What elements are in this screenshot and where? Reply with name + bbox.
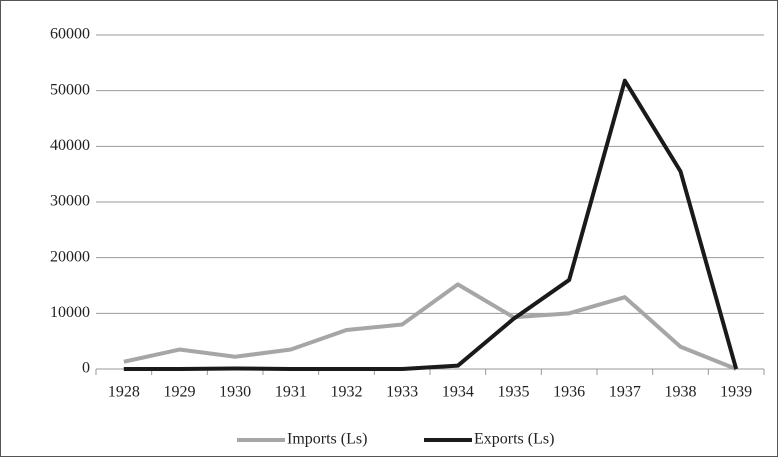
x-tick-label: 1937 (609, 384, 641, 401)
legend-label: Imports (Ls) (287, 431, 367, 448)
y-tick-label: 20000 (50, 248, 90, 265)
x-tick-label: 1934 (442, 384, 474, 401)
x-tick-label: 1932 (331, 384, 363, 401)
x-tick-label: 1938 (665, 384, 697, 401)
y-tick-label: 0 (82, 360, 90, 377)
y-tick-label: 60000 (50, 26, 90, 43)
series-line (123, 282, 737, 371)
y-tick-label: 50000 (50, 81, 90, 98)
y-tick-label: 30000 (50, 193, 90, 210)
y-tick-label: 10000 (50, 304, 90, 321)
x-tick-label: 1931 (275, 384, 307, 401)
x-tick-label: 1928 (108, 384, 140, 401)
legend-label: Exports (Ls) (474, 431, 554, 448)
x-tick-label: 1939 (720, 384, 752, 401)
y-tick-label: 40000 (50, 137, 90, 154)
x-tick-label: 1936 (553, 384, 585, 401)
x-tick-label: 1929 (164, 384, 196, 401)
x-tick-label: 1930 (219, 384, 251, 401)
series-line (123, 78, 739, 371)
x-tick-label: 1933 (386, 384, 418, 401)
x-tick-label: 1935 (498, 384, 530, 401)
